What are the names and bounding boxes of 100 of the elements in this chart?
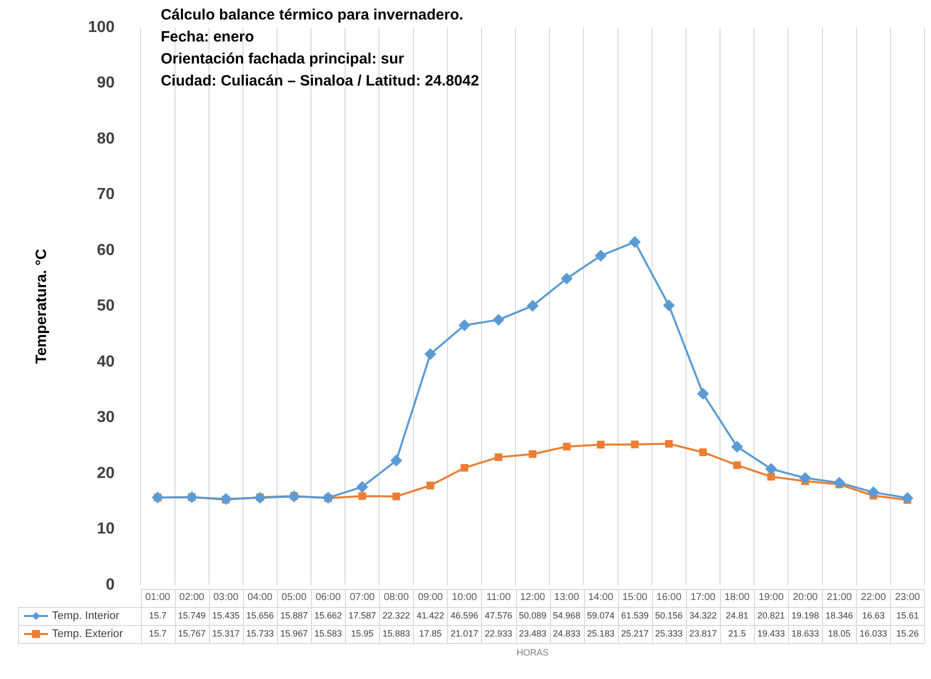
data-label: 61.539 [621, 610, 649, 620]
x-tick-label: 08:00 [384, 592, 410, 603]
point [458, 320, 470, 331]
data-label: 19.198 [791, 610, 819, 620]
point [596, 440, 605, 448]
data-label: 24.81 [726, 610, 748, 620]
annotation: Orientación fachada principal: sur [160, 50, 404, 68]
x-tick-label: 15:00 [622, 592, 648, 603]
point [220, 493, 232, 504]
x-tick-label: 06:00 [316, 592, 342, 603]
data-label: 23.483 [518, 628, 546, 638]
y-tick-label: 100 [88, 19, 115, 36]
x-tick-label: 01:00 [145, 592, 171, 603]
y-tick-label: 20 [96, 464, 115, 482]
y-tick-label: 80 [96, 130, 115, 148]
point [629, 236, 640, 248]
data-label: 15.435 [212, 610, 240, 620]
point [424, 348, 436, 360]
point [460, 464, 468, 472]
x-tick-label: 09:00 [418, 592, 444, 603]
y-tick-label: 0 [106, 576, 115, 594]
data-label: 15.733 [246, 628, 274, 638]
point [902, 492, 913, 504]
data-label: 15.656 [246, 610, 274, 620]
data-label: 59.074 [586, 610, 615, 620]
data-label: 25.183 [586, 628, 615, 638]
data-label: 16.63 [862, 610, 885, 620]
x-tick-label: 22:00 [860, 592, 886, 603]
data-label: 18.346 [826, 610, 854, 620]
point [562, 442, 571, 450]
point [733, 461, 741, 469]
x-tick-label: 20:00 [792, 592, 818, 603]
y-axis-title: Temperatura. °C [33, 248, 50, 364]
x-tick-label: 02:00 [179, 592, 205, 603]
x-tick-label: 16:00 [656, 592, 682, 603]
data-label: 54.968 [552, 610, 580, 620]
point [732, 441, 743, 452]
data-label: 25.333 [655, 628, 683, 638]
annotation: Fecha: enero [160, 28, 254, 46]
data-label: 23.817 [689, 628, 717, 638]
point [528, 450, 536, 458]
x-tick-label: 19:00 [758, 592, 784, 603]
point [426, 482, 434, 490]
x-tick-label: 04:00 [247, 592, 273, 603]
data-label: 15.26 [896, 628, 919, 638]
data-label: 18.633 [791, 628, 819, 638]
data-label: 17.85 [419, 628, 442, 638]
x-axis-title: HORAS [516, 647, 549, 658]
x-tick-label: 05:00 [282, 592, 307, 603]
point [767, 472, 775, 481]
data-label: 15.583 [314, 628, 342, 638]
data-label: 21.5 [728, 628, 746, 638]
point [834, 477, 845, 488]
point [392, 492, 400, 500]
x-tick-label: 07:00 [350, 592, 376, 603]
point [595, 250, 606, 262]
x-tick-label: 12:00 [520, 592, 546, 603]
legend-label: Temp. Interior [52, 610, 120, 622]
data-label: 15.61 [896, 610, 919, 620]
point [868, 486, 879, 498]
data-label: 34.322 [689, 610, 717, 620]
y-tick-label: 50 [96, 298, 115, 315]
data-label: 25.217 [621, 628, 649, 638]
point [665, 440, 673, 448]
data-label: 15.317 [212, 628, 240, 638]
point [356, 481, 368, 492]
data-label: 15.967 [280, 628, 308, 638]
data-label: 21.017 [450, 628, 478, 638]
data-label: 17.587 [348, 610, 376, 620]
x-tick-label: 13:00 [554, 592, 580, 603]
data-label: 15.767 [178, 628, 206, 638]
x-tick-label: 03:00 [213, 592, 239, 603]
data-label: 20.821 [757, 610, 785, 620]
data-label: 15.7 [148, 628, 166, 638]
x-tick-label: 18:00 [724, 592, 750, 603]
x-tick-label: 11:00 [486, 592, 512, 603]
data-label: 41.422 [416, 610, 444, 620]
point [631, 440, 639, 448]
point [493, 314, 504, 326]
point [561, 273, 572, 284]
data-label: 24.833 [552, 628, 580, 638]
chart-title: Cálculo balance térmico para invernadero. [160, 6, 464, 24]
data-label: 46.596 [450, 610, 478, 620]
data-label: 15.883 [382, 628, 410, 638]
point [699, 448, 707, 456]
y-tick-label: 90 [96, 74, 115, 92]
y-tick-label: 10 [96, 520, 115, 538]
point [390, 455, 402, 466]
point [766, 463, 777, 474]
point [494, 453, 502, 461]
data-label: 15.7 [148, 610, 166, 620]
data-label: 47.576 [484, 610, 512, 620]
data-label: 15.887 [280, 610, 308, 620]
data-label: 50.156 [655, 610, 683, 620]
data-label: 50.089 [518, 610, 546, 620]
data-label: 22.933 [484, 628, 512, 638]
data-label: 22.322 [382, 610, 410, 620]
x-tick-label: 23:00 [894, 592, 920, 603]
point [358, 492, 366, 500]
point [800, 472, 811, 484]
